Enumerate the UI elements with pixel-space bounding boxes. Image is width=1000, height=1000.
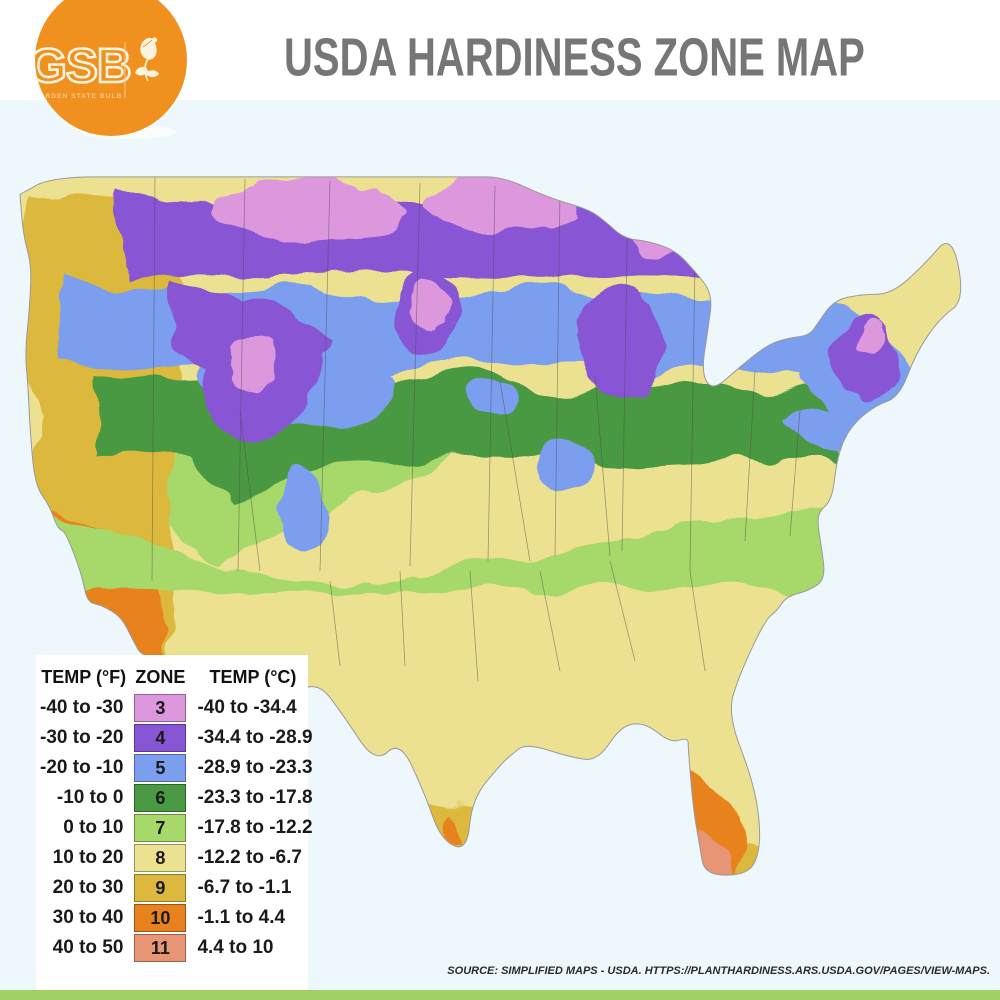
svg-text:GSB: GSB — [29, 40, 130, 93]
svg-text:GARDEN STATE BULB: GARDEN STATE BULB — [34, 93, 123, 100]
